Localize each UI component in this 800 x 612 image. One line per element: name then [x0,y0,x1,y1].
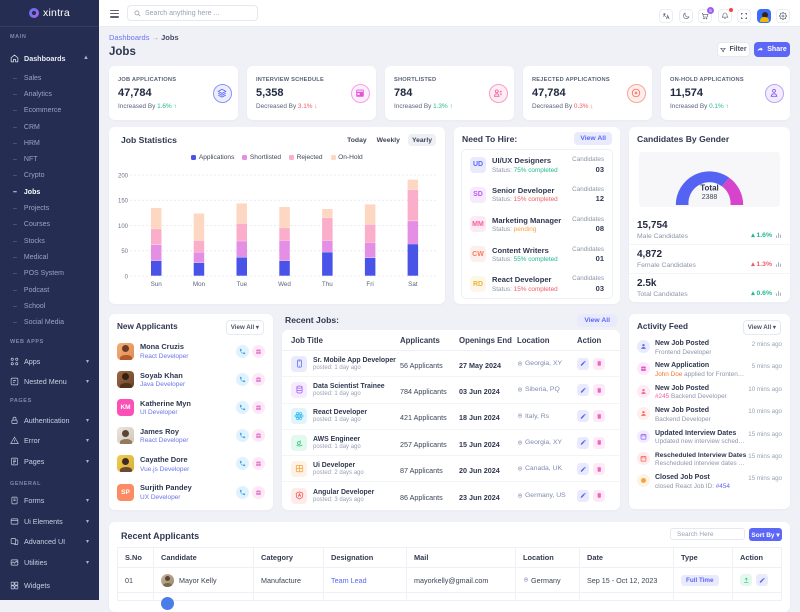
svg-text:2388: 2388 [702,194,718,201]
svg-text:Fri: Fri [366,281,373,288]
svg-text:0: 0 [125,275,129,281]
svg-text:Tue: Tue [236,281,247,288]
svg-text:Wed: Wed [278,281,291,288]
svg-text:50: 50 [121,249,128,255]
svg-text:Mon: Mon [193,281,206,288]
svg-text:100: 100 [118,224,129,230]
svg-text:Total: Total [700,184,719,193]
svg-text:200: 200 [118,174,129,180]
svg-text:Sun: Sun [151,281,163,288]
svg-text:Sat: Sat [408,281,418,288]
svg-text:150: 150 [118,199,129,205]
svg-text:Thu: Thu [322,281,333,288]
